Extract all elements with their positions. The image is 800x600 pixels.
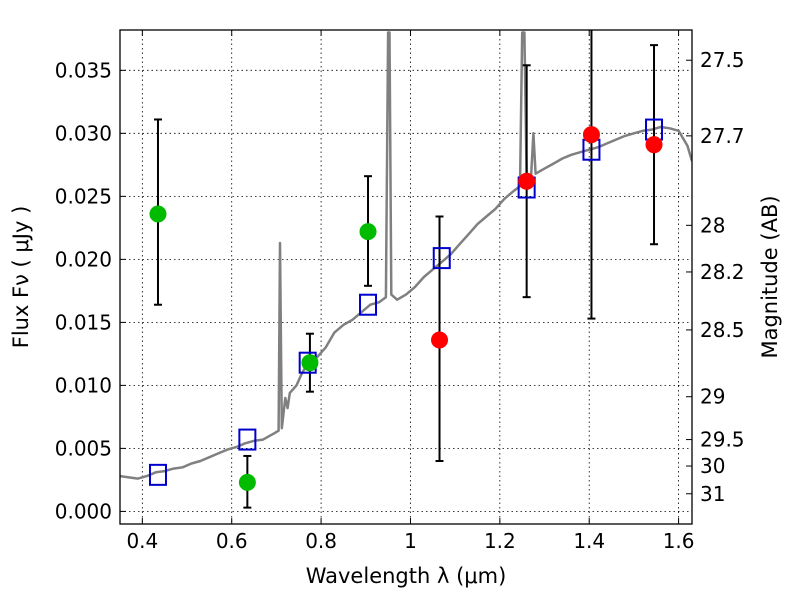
y-axis-label-right: Magnitude (AB) — [758, 195, 782, 358]
magnitude-tick-label: 28.5 — [700, 318, 745, 342]
x-tick-label: 1.2 — [484, 529, 516, 553]
red-data-point — [645, 136, 663, 154]
axis-ticks: 0.4 0.6 0.8 1 1.2 1.4 1.6 0.000 0.005 0.010 0.015 0… — [55, 30, 745, 553]
magnitude-tick-label: 30 — [700, 454, 725, 478]
x-tick-label: 0.6 — [216, 529, 248, 553]
spectrum-line — [120, 31, 692, 480]
y-tick-label: 0.035 — [55, 58, 112, 82]
magnitude-tick-label: 29 — [700, 385, 725, 409]
y-tick-label: 0.015 — [55, 310, 112, 334]
plot-frame — [119, 29, 693, 525]
error-bars — [153, 30, 659, 509]
red-data-point — [582, 126, 600, 144]
magnitude-tick-label: 27.5 — [700, 48, 745, 72]
red-data-point — [518, 172, 536, 190]
magnitude-tick-label: 28.2 — [700, 260, 745, 284]
grid — [120, 30, 692, 524]
y-tick-label: 0.005 — [55, 436, 112, 460]
x-tick-label: 1 — [404, 529, 417, 553]
red-data-point — [431, 331, 449, 349]
model-photometry-square — [432, 247, 451, 270]
magnitude-tick-label: 27.7 — [700, 124, 745, 148]
green-data-point — [301, 354, 319, 372]
y-tick-label: 0.030 — [55, 121, 112, 145]
green-data-point — [149, 205, 167, 223]
magnitude-tick-label: 31 — [700, 482, 725, 506]
y-tick-label: 0.025 — [55, 184, 112, 208]
model-photometry-square — [359, 293, 378, 316]
green-data-point — [238, 473, 256, 491]
model-spectrum — [120, 31, 692, 480]
y-tick-label: 0.020 — [55, 247, 112, 271]
data-markers — [148, 118, 664, 491]
x-axis-label: Wavelength λ (μm) — [306, 564, 507, 588]
x-tick-label: 0.8 — [305, 529, 337, 553]
magnitude-tick-label: 28 — [700, 213, 725, 237]
x-tick-label: 1.4 — [573, 529, 605, 553]
x-tick-label: 1.6 — [663, 529, 695, 553]
x-tick-label: 0.4 — [126, 529, 158, 553]
green-data-point — [359, 223, 377, 241]
y-tick-label: 0.010 — [55, 373, 112, 397]
y-tick-label: 0.000 — [55, 499, 112, 523]
y-axis-label-left: Flux Fν ( μJy ) — [9, 206, 33, 349]
model-photometry-square — [148, 463, 167, 486]
magnitude-tick-label: 29.5 — [700, 428, 745, 452]
model-photometry-square — [238, 428, 257, 451]
